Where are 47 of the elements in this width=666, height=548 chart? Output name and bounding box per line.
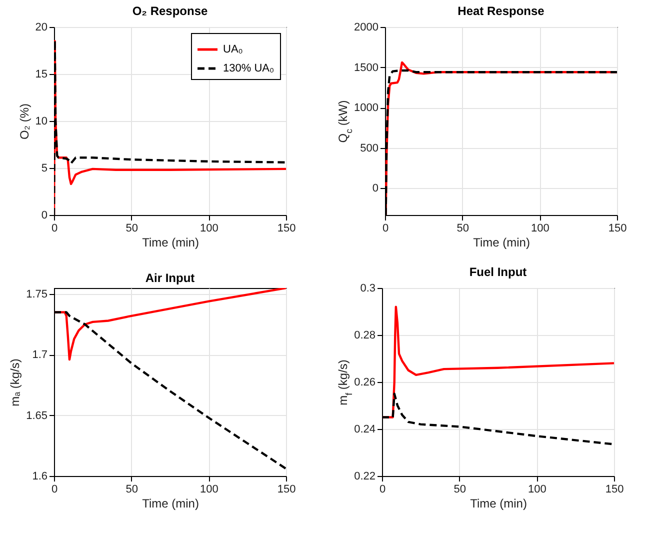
y-tick-label: 10 [35, 116, 48, 128]
x-tick-label: 150 [608, 222, 627, 234]
y-tick-label: 2000 [354, 22, 378, 34]
x-tick-label: 150 [277, 222, 296, 234]
x-tick-label: 100 [530, 222, 550, 234]
y-tick-label: 0 [41, 210, 48, 222]
x-tick-label: 150 [605, 484, 624, 496]
y-tick-label: 1000 [354, 102, 378, 114]
chart-title: Fuel Input [469, 265, 527, 279]
y-tick-label: 0.3 [360, 282, 376, 294]
x-axis-title: Time (min) [142, 236, 199, 250]
y-tick-label: 15 [35, 68, 48, 80]
y-tick-label: 0.22 [354, 470, 376, 482]
x-axis-title: Time (min) [142, 496, 199, 510]
y-tick-label: 1500 [354, 62, 378, 74]
chart-title: Air Input [145, 271, 195, 285]
chart-title: O₂ Response [132, 4, 208, 18]
y-tick-label: 0.24 [354, 424, 376, 436]
y-tick-label: 500 [360, 142, 378, 154]
x-tick-label: 50 [126, 484, 138, 496]
x-tick-label: 50 [456, 222, 469, 234]
x-tick-label: 100 [200, 222, 218, 234]
x-tick-label: 100 [200, 484, 218, 496]
x-tick-label: 100 [528, 484, 546, 496]
y-axis-title: O₂ (%) [17, 104, 32, 140]
y-tick-label: 0.28 [354, 330, 376, 342]
x-tick-label: 0 [379, 484, 386, 496]
y-tick-label: 0.26 [354, 376, 376, 388]
y-tick-label: 20 [35, 22, 48, 34]
y-tick-label: 1.75 [26, 288, 48, 301]
x-axis-title: Time (min) [473, 236, 530, 250]
y-tick-label: 0 [372, 182, 378, 195]
x-axis-title: Time (min) [470, 496, 527, 510]
x-tick-label: 150 [277, 484, 296, 496]
x-tick-label: 50 [454, 484, 466, 496]
y-tick-label: 1.6 [32, 470, 48, 482]
y-axis-title: mₐ (kg/s) [8, 358, 22, 406]
legend-label: 130% UA₀ [223, 62, 274, 74]
x-tick-label: 0 [382, 222, 389, 234]
x-tick-label: 50 [126, 222, 138, 234]
x-tick-label: 0 [51, 484, 58, 496]
chart-title: Heat Response [458, 4, 545, 18]
y-tick-label: 1.7 [32, 349, 48, 362]
legend-label: UA₀ [223, 44, 243, 56]
y-tick-label: 5 [41, 162, 48, 174]
x-tick-label: 0 [51, 222, 58, 234]
y-tick-label: 1.65 [26, 410, 48, 422]
